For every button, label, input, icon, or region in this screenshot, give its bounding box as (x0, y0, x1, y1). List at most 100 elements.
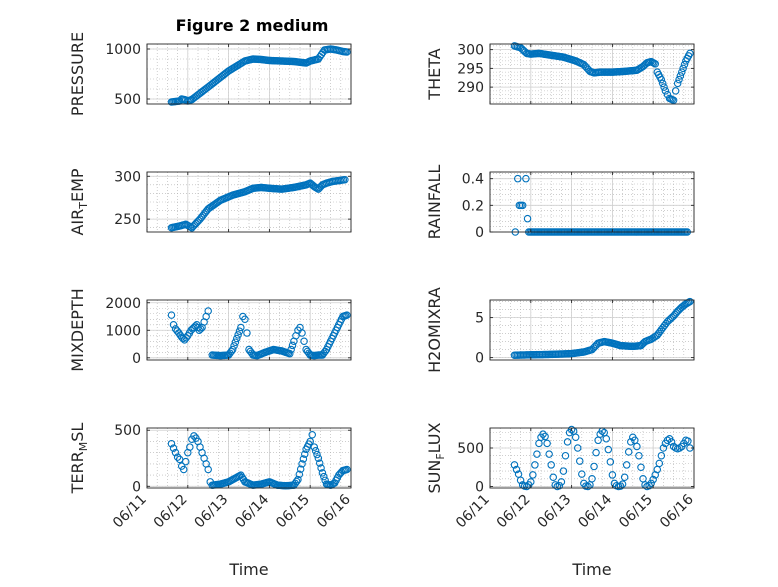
data-point (559, 467, 568, 475)
data-point (315, 459, 324, 467)
data-point (649, 475, 657, 484)
data-point (513, 174, 522, 183)
data-point (684, 298, 693, 307)
data-point (179, 465, 188, 474)
data-point (299, 455, 308, 463)
data-point (343, 465, 351, 474)
data-point (539, 430, 547, 438)
y-tick-label: 500 (457, 441, 484, 457)
data-point (314, 454, 323, 463)
data-point (616, 482, 625, 490)
data-point (627, 438, 635, 446)
axes-box (489, 43, 695, 105)
axes-box (146, 427, 352, 489)
data-point (522, 482, 531, 491)
data-point (547, 461, 555, 469)
y-tick-label: 0.2 (462, 198, 484, 214)
data-point (531, 461, 539, 469)
data-point (588, 475, 596, 483)
y-axis-label: AIRTEMP (68, 168, 90, 235)
data-point (300, 337, 308, 346)
data-point (669, 96, 678, 105)
data-point (686, 297, 694, 306)
y-axis-label-subscript: F (434, 453, 447, 459)
data-point (663, 436, 672, 445)
data-point (576, 457, 584, 465)
data-point (287, 345, 295, 354)
data-point (678, 68, 686, 76)
y-tick-label: 500 (114, 423, 141, 439)
data-point (228, 345, 237, 354)
axes-box (146, 43, 352, 105)
data-point (680, 60, 689, 69)
data-point (606, 458, 615, 466)
data-point (182, 457, 190, 466)
data-point (308, 430, 316, 439)
data-point (204, 307, 212, 315)
data-point (529, 471, 537, 479)
y-axis-label: TERRMSL (68, 423, 90, 495)
data-point (318, 469, 327, 477)
chart-panel-h2omixra: 0 5 H2OMIXRA (425, 287, 695, 373)
data-point (298, 329, 306, 337)
data-point (661, 87, 670, 95)
data-point (313, 184, 321, 193)
y-axis-label: MIXDEPTH (68, 288, 87, 371)
y-tick-label: 2000 (105, 296, 141, 312)
data-point (645, 481, 653, 490)
data-point (673, 79, 682, 88)
data-point (317, 464, 325, 472)
data-point (658, 79, 667, 88)
y-axis-label: RAINFALL (425, 165, 444, 240)
data-point (541, 432, 549, 441)
data-point (567, 425, 576, 434)
data-point (533, 450, 541, 458)
data-point (306, 437, 314, 446)
data-point (518, 201, 527, 210)
y-tick-label: 5 (475, 311, 484, 327)
data-point (657, 75, 666, 84)
y-tick-label: 0 (475, 351, 484, 367)
data-point (186, 443, 194, 451)
data-point (522, 174, 530, 183)
data-point (237, 323, 245, 332)
y-axis-label-subscript: T (77, 202, 90, 210)
y-axis-label-rest: EMP (68, 168, 87, 202)
data-point (343, 311, 351, 319)
data-point (169, 444, 178, 452)
data-point (684, 437, 692, 445)
data-point (343, 48, 351, 56)
chart-panel-theta: 290 295 300 THETA (425, 42, 695, 105)
data-point (512, 465, 521, 474)
y-axis-label-main: AIR (68, 209, 87, 236)
data-point (557, 478, 566, 486)
data-point (167, 311, 176, 319)
data-point (233, 334, 241, 343)
y-tick-label: 300 (114, 169, 141, 185)
figure-title: Figure 2 medium (176, 16, 329, 35)
data-point (655, 459, 664, 468)
data-point (592, 448, 600, 457)
data-point (647, 479, 655, 488)
y-tick-label: 500 (114, 92, 141, 108)
data-point (602, 435, 611, 443)
axes-box (489, 299, 695, 361)
data-point (604, 445, 613, 454)
y-tick-label: 0 (475, 479, 484, 495)
data-point (311, 447, 320, 455)
data-point (675, 444, 684, 452)
y-axis-label-rest: SL (68, 423, 87, 442)
y-tick-label: 1000 (105, 42, 141, 58)
y-axis-label-rest: LUX (425, 422, 444, 453)
data-point (637, 463, 645, 471)
data-point (341, 175, 349, 184)
data-point (235, 327, 244, 335)
data-point (659, 444, 668, 452)
data-point (510, 461, 519, 469)
data-point (243, 329, 251, 337)
data-point (578, 470, 586, 478)
data-point (635, 451, 643, 460)
y-tick-label: 290 (457, 80, 484, 96)
